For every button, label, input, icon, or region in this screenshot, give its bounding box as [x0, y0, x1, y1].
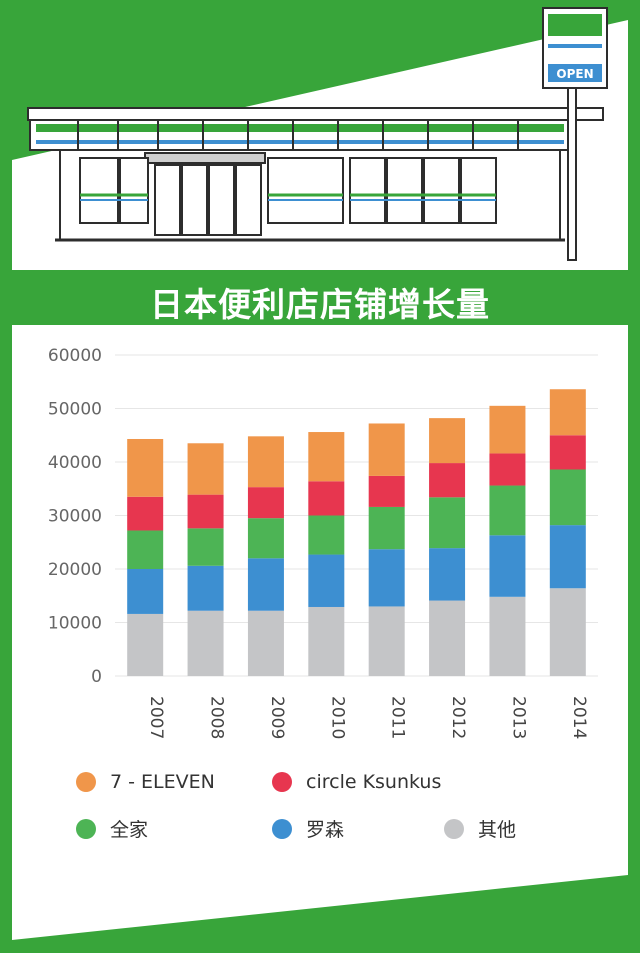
bar-segment: [187, 443, 224, 495]
bar-segment: [308, 481, 345, 516]
page-title: 日本便利店店铺增长量: [150, 285, 490, 324]
x-axis-ticks: 2007 2008 2009 2010 2011 2012 2013 2014: [146, 696, 589, 739]
bar-segment: [247, 558, 284, 611]
y-axis-ticks: 0 10000 20000 30000 40000 50000 60000: [48, 346, 102, 687]
bar-segment: [489, 405, 526, 454]
bar-segment: [429, 600, 466, 676]
y-tick-label: 60000: [48, 346, 102, 366]
x-tick-label: 2008: [207, 696, 227, 739]
bar-segment: [489, 596, 526, 676]
bar-segment: [247, 487, 284, 519]
bar-segment: [549, 525, 586, 589]
bar-segment: [127, 530, 164, 569]
x-tick-label: 2013: [508, 696, 528, 739]
bar-segment: [429, 548, 466, 601]
y-tick-label: 40000: [48, 453, 102, 473]
bar-segment: [308, 515, 345, 555]
y-tick-label: 0: [91, 667, 102, 687]
x-tick-label: 2009: [267, 696, 287, 739]
x-tick-label: 2007: [146, 696, 166, 739]
bar-segment: [127, 569, 164, 614]
y-tick-label: 20000: [48, 560, 102, 580]
bar-segment: [187, 494, 224, 529]
bar-segment: [187, 610, 224, 676]
bar-segment: [368, 549, 405, 607]
bar-segment: [127, 496, 164, 531]
bar-segment: [247, 436, 284, 488]
bar-segment: [429, 463, 466, 498]
bar-segment: [308, 554, 345, 607]
y-tick-label: 10000: [48, 614, 102, 634]
bar-segment: [187, 528, 224, 566]
bar-segment: [489, 453, 526, 486]
x-tick-label: 2010: [327, 696, 347, 739]
bar-segment: [368, 423, 405, 476]
bar-segment: [127, 613, 164, 676]
bar-segment: [489, 485, 526, 536]
bar-segment: [429, 418, 466, 464]
bar-segment: [187, 565, 224, 611]
bar-segment: [429, 497, 466, 549]
bar-segment: [247, 518, 284, 559]
bar-segment: [549, 389, 586, 436]
chart-bars: [127, 389, 586, 676]
bar-segment: [549, 469, 586, 526]
bar-segment: [489, 535, 526, 597]
bar-segment: [127, 438, 164, 497]
chart-grid: [115, 354, 598, 677]
bar-segment: [549, 435, 586, 470]
x-tick-label: 2014: [569, 696, 589, 739]
open-sign-text: OPEN: [556, 67, 593, 81]
bar-segment: [308, 432, 345, 482]
y-tick-label: 50000: [48, 400, 102, 420]
bar-segment: [549, 588, 586, 676]
x-tick-label: 2011: [388, 696, 408, 739]
y-tick-label: 30000: [48, 507, 102, 527]
bar-segment: [368, 506, 405, 550]
bar-segment: [368, 606, 405, 676]
bar-segment: [308, 606, 345, 676]
x-tick-label: 2012: [448, 696, 468, 739]
bar-segment: [368, 475, 405, 507]
bar-segment: [247, 610, 284, 676]
